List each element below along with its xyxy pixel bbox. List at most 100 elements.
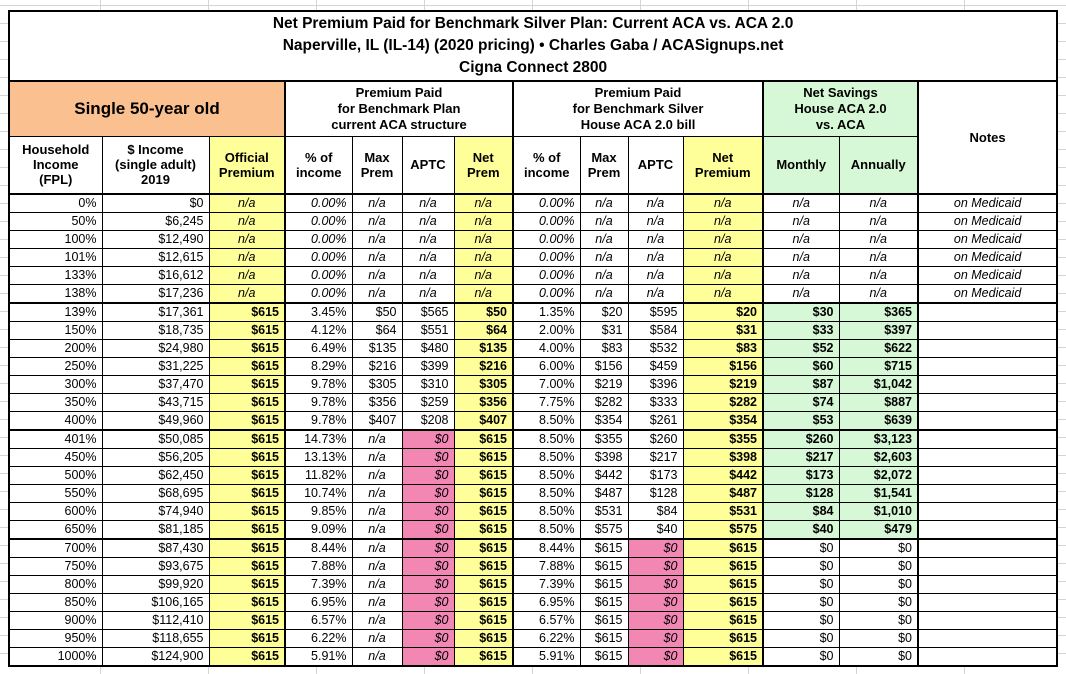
cell-income: $62,450	[101, 466, 210, 485]
cell-h2_net: $83	[682, 339, 764, 358]
col-header-savings-monthly: Monthly	[762, 135, 840, 195]
cell-aca_net: $216	[453, 357, 514, 376]
cell-aca_pct: 10.74%	[284, 484, 353, 503]
cell-sav_mo: $60	[762, 357, 840, 376]
cell-h2_pct: 0.00%	[512, 212, 581, 231]
table-row: 900% $112,410 $615 6.57% n/a $0 $615 6.57% $615 $…	[8, 611, 1058, 630]
cell-h2_pct: 8.50%	[512, 520, 581, 540]
cell-aca_max: n/a	[351, 266, 403, 285]
cell-aca_pct: 0.00%	[284, 212, 353, 231]
col-header-house-pct-income: % of income	[512, 135, 581, 195]
cell-income: $68,695	[101, 484, 210, 503]
cell-h2_max: n/a	[579, 284, 629, 304]
table-row: 139% $17,361 $615 3.45% $50 $565 $50 1.35% $20 $5…	[8, 302, 1058, 322]
table-row: 101% $12,615 n/a 0.00% n/a n/a n/a 0.00% n/a n/a n…	[8, 248, 1058, 267]
cell-h2_net: $615	[682, 611, 764, 630]
cell-aca_aptc: $0	[401, 575, 455, 594]
cell-aca_aptc: n/a	[401, 193, 455, 213]
cell-sav_mo: $74	[762, 393, 840, 412]
cell-official: $615	[208, 466, 286, 485]
cell-fpl: 500%	[8, 466, 103, 485]
cell-aca_net: $615	[453, 448, 514, 467]
cell-aca_pct: 9.09%	[284, 520, 353, 540]
cell-aca_aptc: $0	[401, 502, 455, 521]
cell-h2_pct: 8.50%	[512, 429, 581, 449]
cell-fpl: 400%	[8, 411, 103, 431]
cell-h2_net: $398	[682, 448, 764, 467]
cell-aca_pct: 8.44%	[284, 538, 353, 558]
cell-sav_yr: $2,603	[838, 448, 919, 467]
cell-official: $615	[208, 321, 286, 340]
cell-h2_net: $31	[682, 321, 764, 340]
cell-sav_yr: $3,123	[838, 429, 919, 449]
cell-aca_net: n/a	[453, 284, 514, 304]
cell-sav_mo: n/a	[762, 266, 840, 285]
cell-official: $615	[208, 375, 286, 394]
cell-h2_net: $354	[682, 411, 764, 431]
cell-fpl: 139%	[8, 302, 103, 322]
cell-official: $615	[208, 575, 286, 594]
cell-income: $112,410	[101, 611, 210, 630]
cell-aca_pct: 6.22%	[284, 629, 353, 648]
cell-aca_aptc: $0	[401, 611, 455, 630]
cell-h2_aptc: $333	[627, 393, 684, 412]
cell-aca_net: $615	[453, 629, 514, 648]
cell-sav_mo: $260	[762, 429, 840, 449]
cell-aca_max: n/a	[351, 557, 403, 576]
title-line-2: Naperville, IL (IL-14) (2020 pricing) • …	[282, 37, 784, 54]
cell-income: $6,245	[101, 212, 210, 231]
cell-h2_pct: 1.35%	[512, 302, 581, 322]
cell-aca_max: n/a	[351, 230, 403, 249]
cell-income: $118,655	[101, 629, 210, 648]
cell-aca_aptc: n/a	[401, 284, 455, 304]
group-header-house-aca20: Premium Paid for Benchmark Silver House …	[512, 80, 764, 137]
table-row: 500% $62,450 $615 11.82% n/a $0 $615 8.50% $442 $…	[8, 466, 1058, 485]
table-row: 750% $93,675 $615 7.88% n/a $0 $615 7.88% $615 $0…	[8, 557, 1058, 576]
cell-note	[916, 466, 1058, 485]
cell-aca_net: $615	[453, 611, 514, 630]
cell-sav_mo: $87	[762, 375, 840, 394]
cell-sav_yr: $479	[838, 520, 919, 540]
cell-sav_yr: $2,072	[838, 466, 919, 485]
cell-h2_pct: 8.50%	[512, 484, 581, 503]
group-header-row: Single 50-year old Premium Paid for Benc…	[8, 80, 1058, 195]
table-row: 600% $74,940 $615 9.85% n/a $0 $615 8.50% $531 $8…	[8, 502, 1058, 521]
cell-sav_mo: n/a	[762, 248, 840, 267]
cell-aca_pct: 9.78%	[284, 375, 353, 394]
cell-sav_mo: $0	[762, 629, 840, 648]
cell-income: $56,205	[101, 448, 210, 467]
cell-aca_pct: 9.85%	[284, 502, 353, 521]
cell-aca_pct: 6.49%	[284, 339, 353, 358]
cell-official: n/a	[208, 230, 286, 249]
cell-h2_pct: 7.75%	[512, 393, 581, 412]
cell-official: $615	[208, 411, 286, 431]
col-header-aca-pct-income: % of income	[284, 135, 353, 195]
col-header-aca-aptc: APTC	[401, 135, 455, 195]
cell-note	[916, 575, 1058, 594]
cell-sav_yr: $0	[838, 647, 919, 667]
cell-h2_pct: 0.00%	[512, 230, 581, 249]
table-row: 0% $0 n/a 0.00% n/a n/a n/a 0.00% n/a n/a n/a n/a n/…	[8, 193, 1058, 213]
col-header-house-net-premium: Net Premium	[682, 135, 764, 195]
title-line-1: Net Premium Paid for Benchmark Silver Pl…	[272, 15, 794, 32]
cell-h2_aptc: $0	[627, 557, 684, 576]
table-row: 650% $81,185 $615 9.09% n/a $0 $615 8.50% $575 $4…	[8, 520, 1058, 540]
col-header-house-max-prem: Max Prem	[579, 135, 629, 195]
cell-h2_net: $615	[682, 538, 764, 558]
cell-h2_pct: 6.00%	[512, 357, 581, 376]
cell-h2_aptc: $260	[627, 429, 684, 449]
cell-h2_max: $575	[579, 520, 629, 540]
cell-h2_net: n/a	[682, 266, 764, 285]
cell-h2_pct: 6.95%	[512, 593, 581, 612]
cell-h2_pct: 8.50%	[512, 466, 581, 485]
cell-income: $87,430	[101, 538, 210, 558]
cell-fpl: 800%	[8, 575, 103, 594]
cell-aca_max: n/a	[351, 502, 403, 521]
cell-aca_pct: 0.00%	[284, 193, 353, 213]
cell-aca_max: n/a	[351, 520, 403, 540]
col-header-aca-net-prem: Net Prem	[453, 135, 514, 195]
title-line-3: Cigna Connect 2800	[459, 59, 608, 76]
cell-h2_max: n/a	[579, 266, 629, 285]
cell-sav_yr: $0	[838, 557, 919, 576]
cell-income: $0	[101, 193, 210, 213]
